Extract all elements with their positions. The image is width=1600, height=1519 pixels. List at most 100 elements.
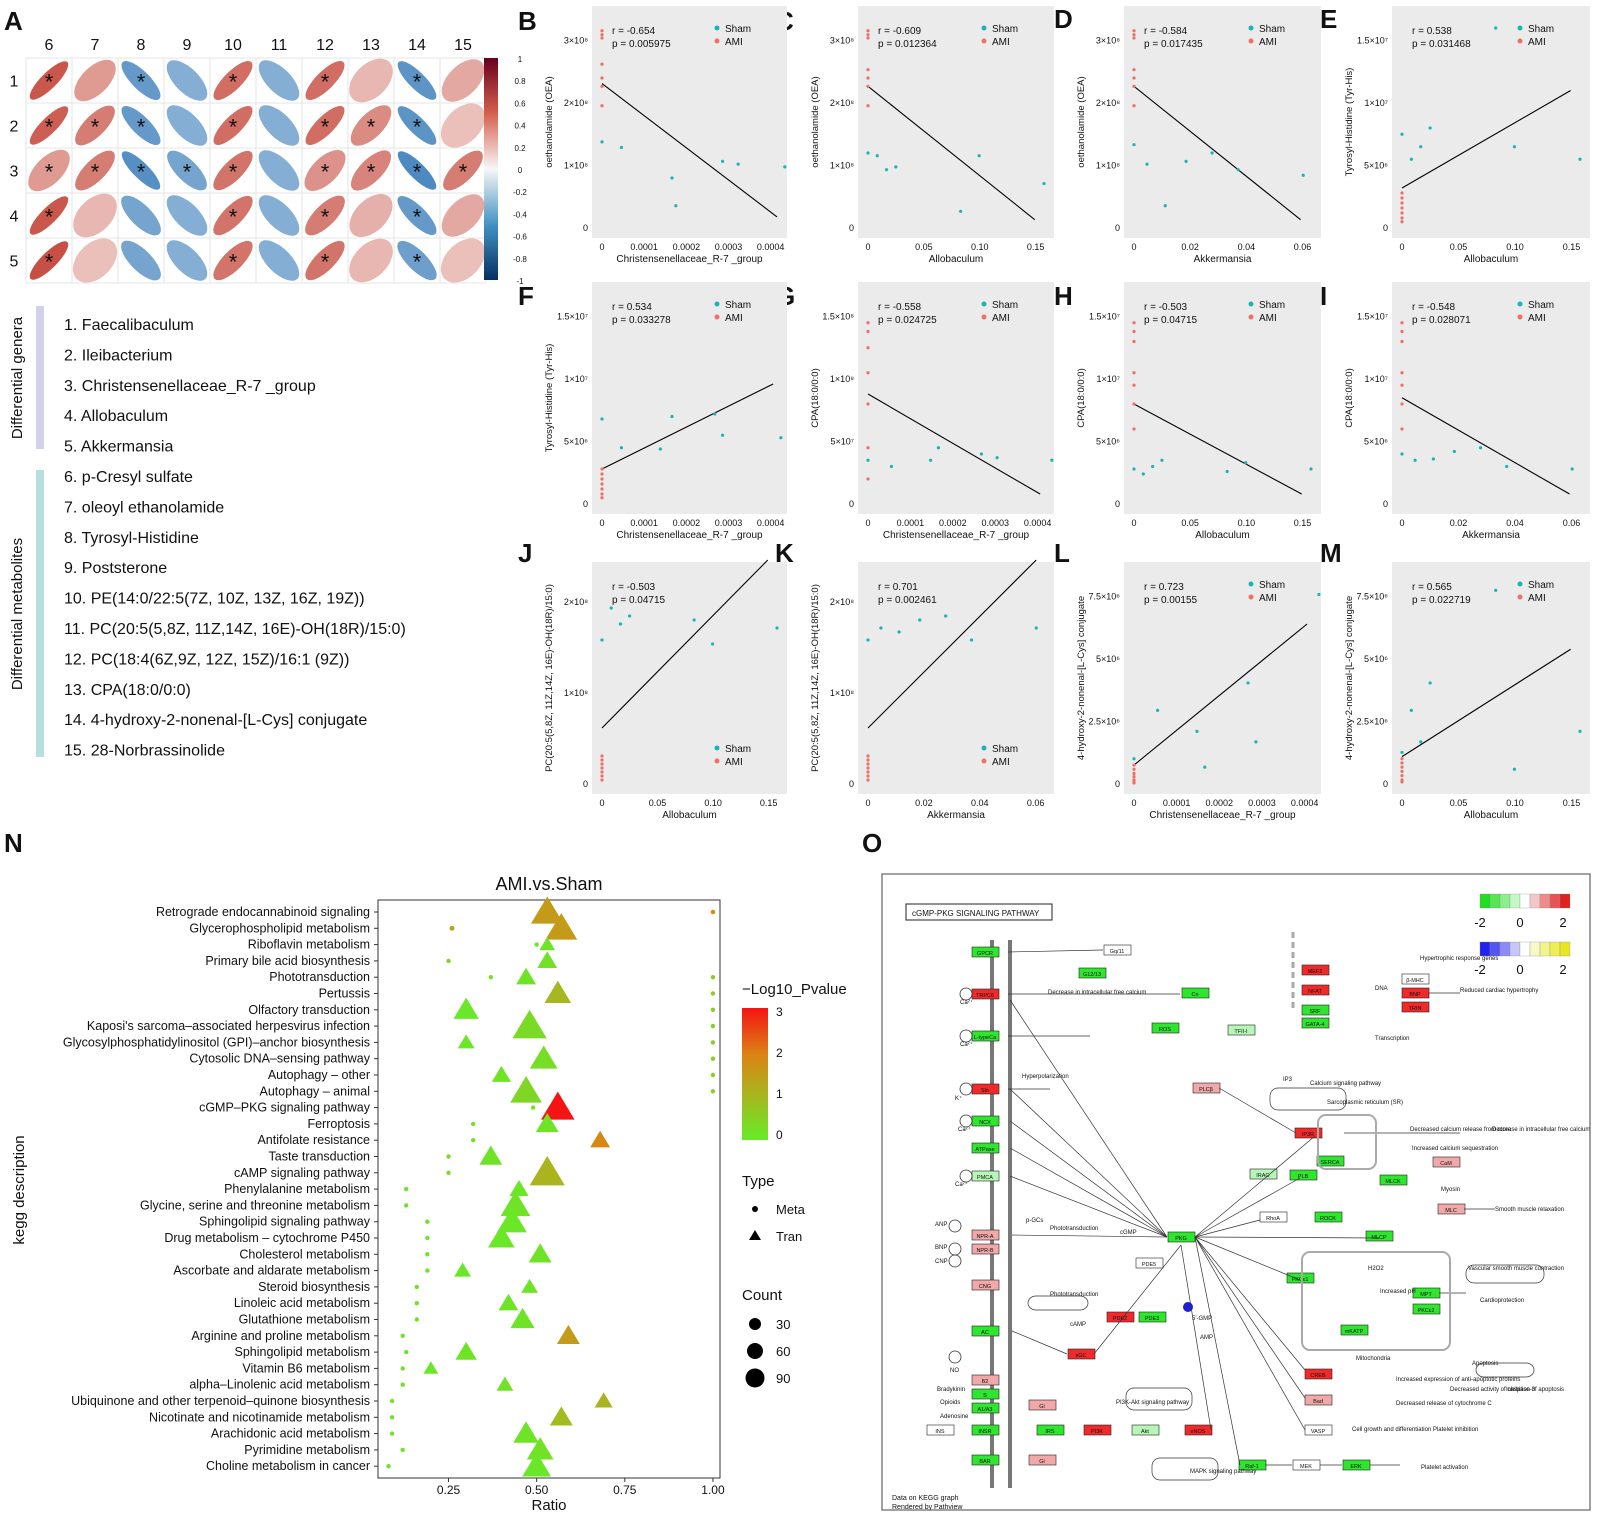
- y-tick-label: 2×10⁸: [1096, 98, 1120, 108]
- ami-point: [1132, 321, 1136, 325]
- gene-node: [1286, 1272, 1315, 1284]
- kegg-enrichment-plot: AMI.vs.Sham Retrograde endocannabinoid si…: [11, 874, 725, 1514]
- regression-line: [867, 559, 1037, 729]
- sham-point: [775, 626, 779, 630]
- scatter-panel-i: 0 0.02 0.04 0.06 0 5×10⁶ 1×10⁷ 1.5×10⁷ Akkermans…: [1344, 282, 1590, 541]
- legend-ami-label: AMI: [1528, 313, 1546, 324]
- row-label: 4: [10, 209, 19, 226]
- tran-point: [541, 1091, 575, 1120]
- x-tick-label: 1.00: [701, 1483, 725, 1497]
- x-tick-label: 0.0004: [757, 518, 785, 528]
- sham-point: [1236, 168, 1240, 172]
- significance-star: *: [45, 70, 54, 95]
- pathway-label: Glycerophospholipid metabolism: [189, 921, 370, 935]
- legend-ami-label: AMI: [725, 757, 743, 768]
- legend-ami-marker: [1248, 594, 1254, 600]
- gene-node: [1314, 1211, 1343, 1223]
- scale-swatch: [1509, 893, 1521, 909]
- gene-node: [1106, 1311, 1135, 1323]
- ami-point: [600, 472, 604, 476]
- y-tick-label: 1×10⁷: [1096, 374, 1120, 384]
- gene-node: [1151, 1022, 1180, 1034]
- tran-point: [454, 1262, 472, 1277]
- tran-point: [521, 1278, 539, 1293]
- sham-point: [1400, 452, 1404, 456]
- pathway-label: Ferroptosis: [307, 1117, 370, 1131]
- meta-point: [446, 1154, 451, 1159]
- regression-line: [1401, 648, 1571, 758]
- sham-point: [674, 204, 678, 208]
- tran-point: [545, 913, 578, 940]
- significance-star: *: [321, 115, 330, 140]
- compound-node: [948, 1219, 962, 1233]
- sham-point: [710, 642, 715, 646]
- tran-point: [510, 1076, 542, 1103]
- y-tick-label: 0: [583, 499, 588, 509]
- x-tick-label: 0.50: [525, 1483, 549, 1497]
- pathway-label: alpha–Linolenic acid metabolism: [189, 1378, 370, 1392]
- gene-label: ERK: [1350, 1464, 1362, 1470]
- pathway-edge: [1009, 1147, 1168, 1238]
- legend-ami-label: AMI: [1528, 593, 1546, 604]
- pathway-annotation: Decreased activity of caspase-3: [1450, 1387, 1536, 1393]
- pathway-annotation: Ca²⁺: [955, 1181, 968, 1188]
- ami-point: [1132, 339, 1136, 344]
- pathway-annotation: Mitochondria: [1356, 1356, 1391, 1362]
- gene-label: SERCA: [1321, 1160, 1340, 1166]
- significance-star: *: [45, 250, 54, 275]
- pathway-label: Vitamin B6 metabolism: [242, 1361, 370, 1375]
- compound-node: [959, 1082, 973, 1096]
- sham-point: [1478, 446, 1483, 450]
- ami-point: [1400, 780, 1404, 784]
- pathway-label: Antifolate resistance: [257, 1133, 370, 1147]
- x-tick-label: 0.04: [1238, 242, 1256, 252]
- y-tick-label: 1.5×10⁷: [1357, 312, 1388, 322]
- scatter-panel-m: 0 0.05 0.10 0.15 0 2.5×10⁶ 5×10⁶ 7.5×10⁶ Allobac…: [1344, 562, 1590, 821]
- y-tick-label: 0: [849, 499, 854, 509]
- x-tick-label: 0: [599, 518, 604, 528]
- ami-point: [866, 68, 870, 72]
- tran-point: [544, 980, 572, 1004]
- meta-point: [425, 1252, 430, 1257]
- y-tick-label: 1.5×10⁷: [1357, 36, 1388, 46]
- sr-compartment: [1317, 1114, 1377, 1170]
- meta-point: [414, 1284, 419, 1290]
- pathway-annotation: MAPK signaling pathway: [1190, 1469, 1256, 1475]
- meta-point: [710, 1040, 716, 1045]
- pathway-label: Phenylalanine metabolism: [224, 1182, 370, 1196]
- gene-node: [1301, 984, 1330, 996]
- gene-label: GPCR: [977, 951, 993, 957]
- sham-point: [713, 412, 717, 416]
- x-axis-label: Christensenellaceae_R-7 _group: [616, 254, 763, 265]
- sham-point: [670, 414, 674, 419]
- corr-ellipse: [258, 195, 300, 236]
- ami-point: [1400, 761, 1404, 765]
- corr-ellipse: [397, 61, 437, 100]
- pathway-label: Taste transduction: [269, 1150, 370, 1164]
- scale-swatch: [1479, 941, 1491, 957]
- gene-label: NCX: [979, 1120, 991, 1126]
- legend-sham-label: Sham: [1528, 300, 1554, 311]
- gene-label: BNP: [1409, 992, 1421, 998]
- meta-point: [710, 1072, 716, 1078]
- legend-sham-marker: [714, 301, 720, 307]
- plot-background: [1392, 6, 1590, 238]
- ami-point: [1400, 216, 1404, 220]
- sham-point: [609, 606, 613, 610]
- sham-point: [1409, 708, 1413, 712]
- meta-point: [400, 1333, 405, 1339]
- sham-point: [1163, 204, 1167, 208]
- gene-label: CNG: [979, 1284, 991, 1290]
- meta-legend-marker: [752, 1206, 758, 1212]
- scale-swatch: [1519, 893, 1531, 909]
- ami-point: [1132, 329, 1136, 334]
- tran-point: [513, 1421, 539, 1443]
- pathway-label: Sphingolipid signaling pathway: [199, 1215, 371, 1229]
- genera-group-label: Differential genera: [9, 316, 26, 439]
- sham-point: [1244, 461, 1248, 465]
- y-axis-label: CPA(18:0/0:0): [1076, 368, 1087, 428]
- pathway-label: Pyrimidine metabolism: [244, 1443, 370, 1457]
- x-tick-label: 0.05: [1450, 798, 1468, 808]
